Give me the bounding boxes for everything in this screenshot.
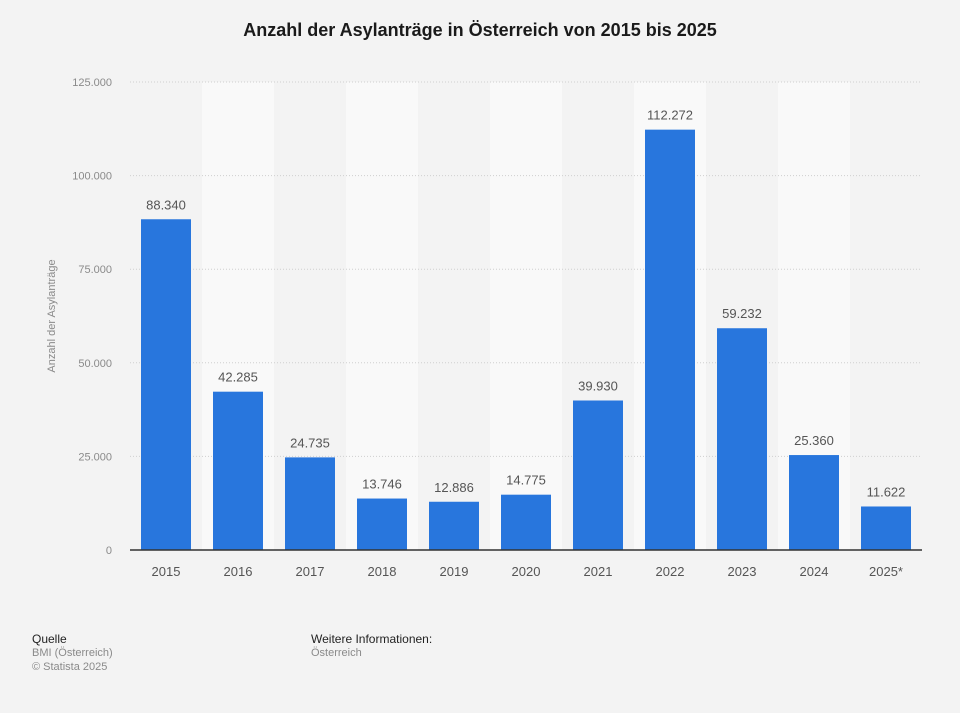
y-tick-label: 100.000 <box>72 171 112 183</box>
data-label: 13.746 <box>362 477 402 492</box>
y-tick-label: 25.000 <box>78 451 112 463</box>
column-band <box>346 82 418 550</box>
x-tick-label: 2018 <box>368 564 397 579</box>
x-tick-label: 2023 <box>728 564 757 579</box>
bar-2024[interactable] <box>789 455 839 550</box>
data-label: 11.622 <box>867 484 906 499</box>
info-heading: Weitere Informationen: <box>311 632 433 646</box>
data-label: 88.340 <box>146 197 186 212</box>
info-line: Österreich <box>311 647 362 659</box>
bar-2016[interactable] <box>213 391 263 550</box>
data-label: 112.272 <box>647 108 693 123</box>
bar-2021[interactable] <box>573 400 623 550</box>
y-tick-label: 75.000 <box>78 264 112 276</box>
data-label: 24.735 <box>290 435 330 450</box>
bar-2015[interactable] <box>141 219 191 550</box>
x-tick-label: 2015 <box>152 564 181 579</box>
data-label: 42.285 <box>218 370 258 385</box>
x-tick-label: 2024 <box>800 564 829 579</box>
bar-2023[interactable] <box>717 328 767 550</box>
info-block: Weitere Informationen: Österreich <box>311 632 432 660</box>
column-band <box>490 82 562 550</box>
data-label: 12.886 <box>434 480 474 495</box>
bar-2018[interactable] <box>357 498 407 550</box>
source-block: Quelle BMI (Österreich) © Statista 2025 <box>32 632 113 674</box>
source-line: BMI (Österreich) <box>32 647 113 659</box>
x-tick-label: 2025* <box>869 564 903 579</box>
source-heading: Quelle <box>32 632 67 646</box>
y-tick-label: 125.000 <box>72 77 112 89</box>
data-label: 39.930 <box>578 379 618 394</box>
copyright-line: © Statista 2025 <box>32 661 108 673</box>
bar-2022[interactable] <box>645 129 695 550</box>
y-axis-label: Anzahl der Asylanträge <box>46 259 58 372</box>
bar-2020[interactable] <box>501 494 551 550</box>
y-tick-label: 50.000 <box>78 358 112 370</box>
y-tick-label: 0 <box>106 545 112 557</box>
x-tick-label: 2021 <box>584 564 613 579</box>
x-tick-label: 2020 <box>512 564 541 579</box>
chart-title: Anzahl der Asylanträge in Österreich von… <box>243 20 717 40</box>
x-tick-label: 2017 <box>296 564 325 579</box>
bar-2019[interactable] <box>429 501 479 550</box>
bar-2025[interactable] <box>861 506 911 550</box>
data-label: 59.232 <box>722 306 762 321</box>
data-label: 25.360 <box>794 433 834 448</box>
x-tick-label: 2022 <box>656 564 685 579</box>
bar-2017[interactable] <box>285 457 335 550</box>
x-tick-label: 2019 <box>440 564 469 579</box>
data-label: 14.775 <box>506 473 546 488</box>
x-tick-label: 2016 <box>224 564 253 579</box>
